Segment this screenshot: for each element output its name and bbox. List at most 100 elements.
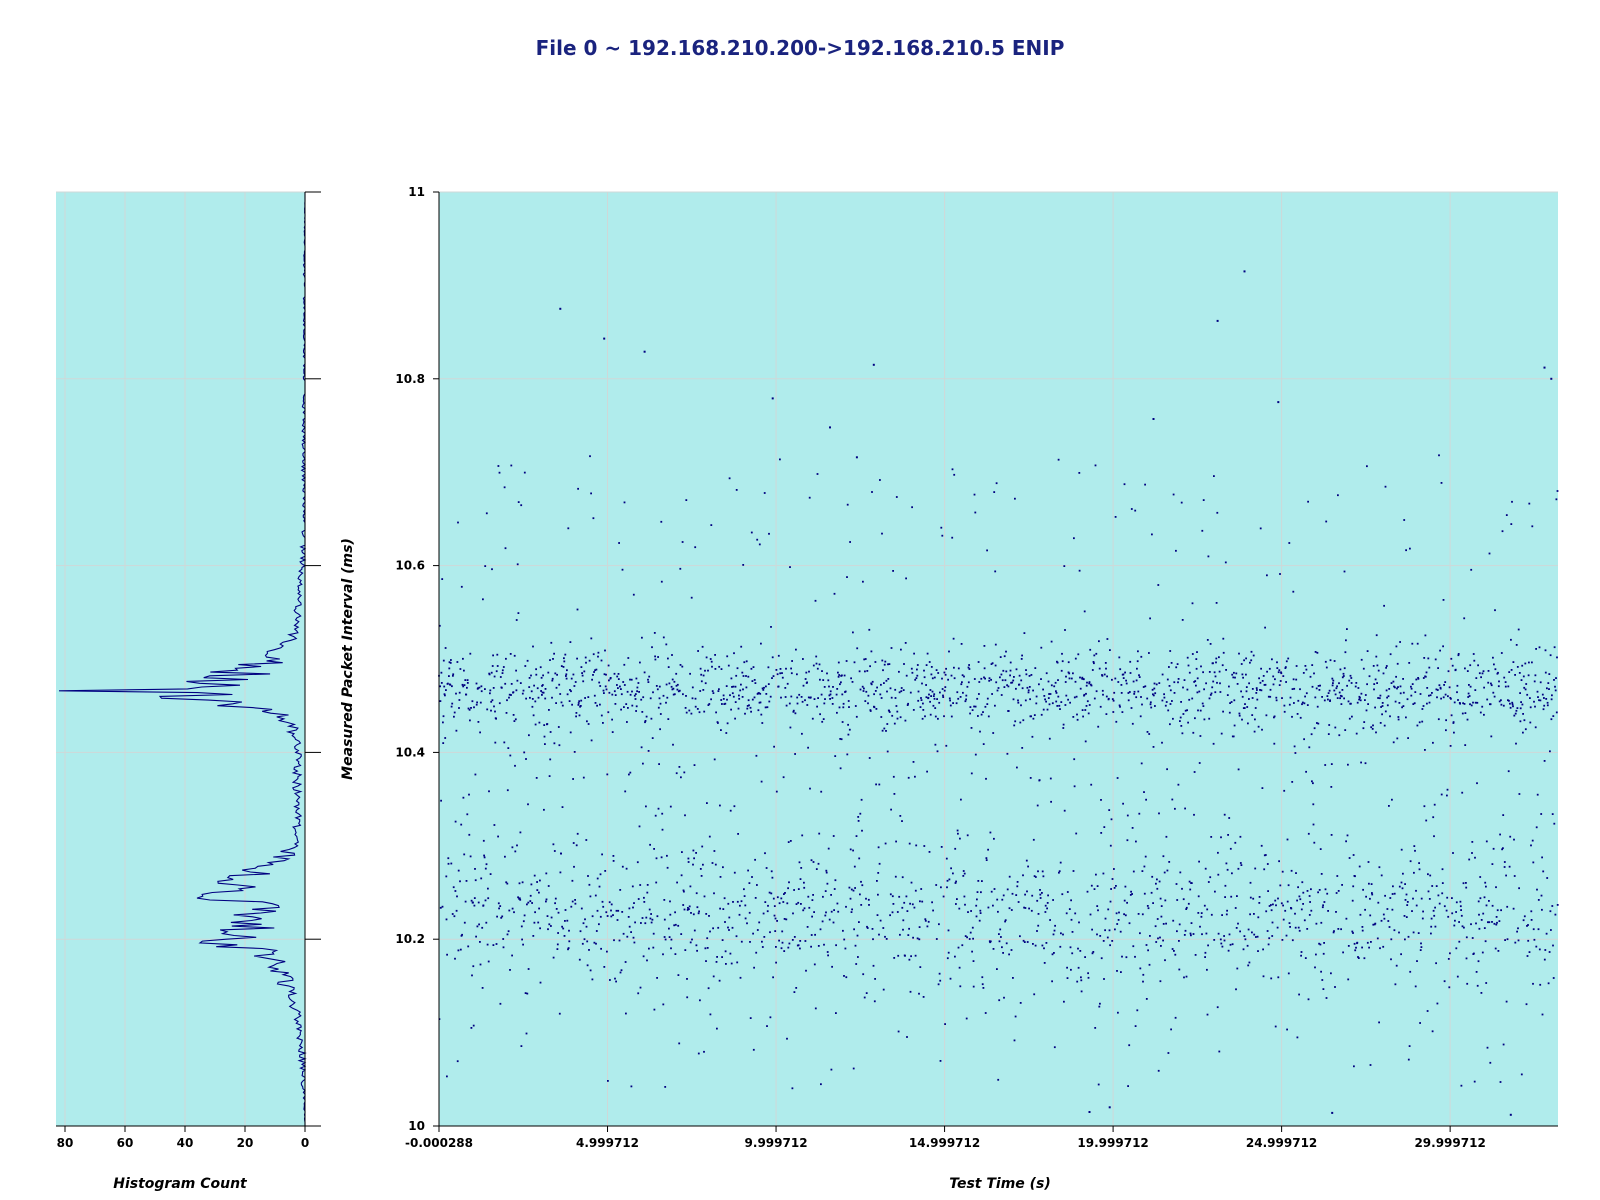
- scatter-point: [1058, 870, 1061, 873]
- scatter-point: [1003, 655, 1006, 658]
- scatter-point: [676, 688, 679, 691]
- scatter-y-tick-label: 10.6: [395, 559, 425, 573]
- scatter-point: [650, 913, 652, 915]
- scatter-point: [1523, 686, 1526, 689]
- scatter-point: [956, 829, 959, 832]
- scatter-point: [1331, 677, 1334, 680]
- scatter-point: [1122, 673, 1125, 676]
- scatter-point: [1143, 865, 1146, 868]
- scatter-point: [1360, 658, 1363, 661]
- scatter-point: [1273, 715, 1276, 718]
- scatter-point: [1154, 925, 1157, 928]
- scatter-point: [543, 808, 545, 811]
- scatter-point: [853, 661, 856, 664]
- scatter-point: [1096, 885, 1099, 887]
- scatter-point: [1353, 942, 1356, 945]
- scatter-point: [1289, 926, 1291, 928]
- scatter-point: [874, 690, 877, 692]
- scatter-point: [778, 902, 781, 905]
- scatter-point: [563, 657, 565, 660]
- scatter-point: [1087, 972, 1089, 975]
- scatter-point: [1076, 980, 1079, 983]
- scatter-point: [1251, 931, 1253, 934]
- scatter-point: [1200, 912, 1203, 914]
- scatter-point: [840, 738, 843, 741]
- scatter-point: [629, 693, 632, 696]
- scatter-point: [831, 697, 834, 699]
- scatter-point: [1398, 931, 1400, 934]
- scatter-point: [690, 712, 693, 715]
- scatter-point: [465, 880, 468, 882]
- scatter-point: [1460, 1084, 1463, 1087]
- scatter-point: [484, 565, 487, 567]
- scatter-point: [818, 832, 821, 835]
- scatter-point: [1277, 671, 1280, 674]
- scatter-point: [657, 706, 660, 709]
- scatter-point: [1341, 676, 1344, 679]
- scatter-point: [599, 873, 602, 876]
- scatter-point: [892, 775, 895, 778]
- scatter-point: [1488, 921, 1491, 924]
- scatter-point: [1213, 475, 1215, 477]
- scatter-point: [1417, 932, 1420, 934]
- scatter-point: [628, 925, 631, 928]
- scatter-point: [472, 901, 474, 904]
- scatter-point: [1183, 679, 1186, 681]
- scatter-point: [1100, 799, 1102, 801]
- scatter-point: [1168, 685, 1171, 687]
- scatter-point: [911, 671, 914, 674]
- scatter-point: [1168, 666, 1170, 668]
- scatter-point: [1291, 688, 1294, 690]
- scatter-point: [701, 845, 704, 848]
- scatter-point: [1255, 687, 1258, 689]
- scatter-point: [1518, 887, 1520, 890]
- scatter-point: [1020, 704, 1022, 707]
- scatter-point: [928, 661, 931, 663]
- scatter-point: [880, 697, 883, 699]
- scatter-point: [490, 671, 493, 674]
- scatter-point: [1034, 876, 1037, 878]
- scatter-point: [729, 694, 731, 697]
- scatter-point: [886, 750, 889, 753]
- scatter-point: [1164, 899, 1167, 902]
- scatter-point: [941, 677, 943, 680]
- scatter-point: [544, 743, 546, 745]
- scatter-point: [644, 721, 646, 724]
- scatter-point: [1079, 687, 1082, 690]
- scatter-point: [1518, 672, 1521, 674]
- scatter-point: [981, 976, 984, 979]
- scatter-point: [1111, 698, 1114, 700]
- scatter-point: [973, 493, 976, 496]
- scatter-point: [1307, 998, 1310, 1001]
- scatter-point: [1373, 688, 1375, 691]
- scatter-point: [770, 892, 773, 895]
- scatter-point: [691, 686, 694, 689]
- scatter-point: [1282, 675, 1285, 677]
- scatter-point: [1493, 695, 1496, 698]
- scatter-point: [802, 684, 805, 687]
- scatter-point: [470, 1027, 473, 1029]
- scatter-point: [1314, 696, 1317, 699]
- scatter-point: [1199, 735, 1202, 737]
- scatter-point: [1065, 675, 1067, 678]
- scatter-point: [1442, 645, 1444, 648]
- scatter-point: [775, 790, 778, 793]
- scatter-point: [769, 695, 772, 698]
- scatter-point: [936, 698, 938, 700]
- scatter-point: [1228, 711, 1231, 714]
- scatter-point: [696, 949, 698, 952]
- scatter-point: [1203, 688, 1205, 691]
- scatter-point: [749, 941, 751, 943]
- scatter-point: [1212, 662, 1214, 665]
- scatter-point: [587, 875, 589, 877]
- scatter-point: [878, 783, 881, 786]
- scatter-point: [1278, 860, 1280, 863]
- scatter-point: [883, 727, 886, 730]
- scatter-point: [1103, 978, 1105, 980]
- scatter-point: [1115, 885, 1117, 887]
- scatter-point: [541, 694, 543, 696]
- scatter-point: [1218, 1050, 1221, 1053]
- scatter-point: [1007, 685, 1010, 688]
- scatter-point: [1157, 584, 1160, 586]
- scatter-point: [1220, 732, 1223, 735]
